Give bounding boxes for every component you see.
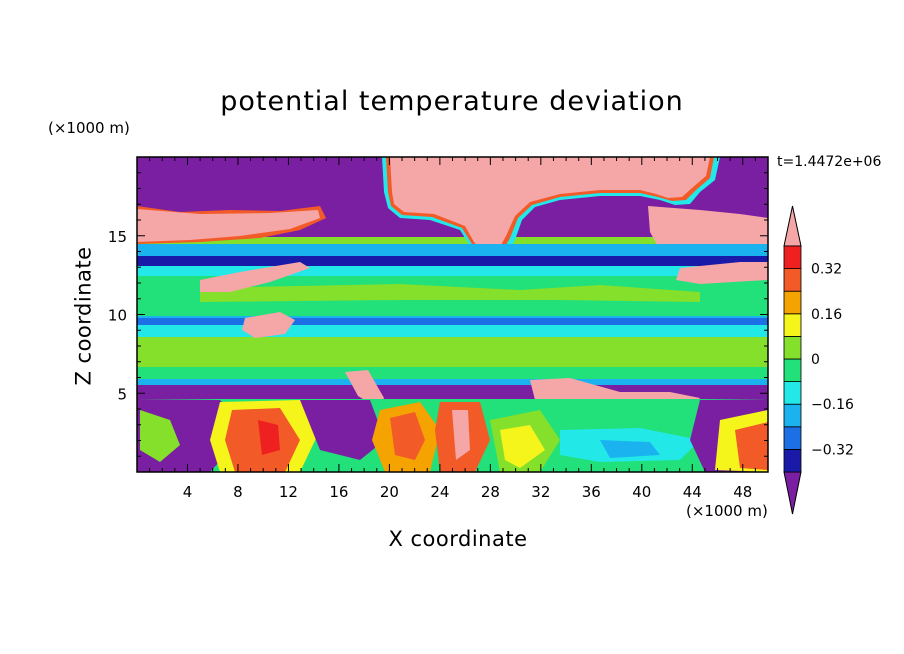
pink-plume-x19 <box>345 370 384 408</box>
cyan-band-mid <box>137 325 768 337</box>
green-band-lower-edge <box>137 367 768 379</box>
x-tick-label: 4 <box>183 483 193 501</box>
time-label: t=1.4472e+06 <box>777 154 882 170</box>
cyan-band-2 <box>137 266 768 276</box>
bottom-pink-3 <box>452 410 470 460</box>
y-axis-unit: (×1000 m) <box>48 119 130 137</box>
x-tick-label: 36 <box>582 483 601 501</box>
colorbar-tick-label: −0.16 <box>811 397 854 413</box>
x-tick-label: 48 <box>733 483 752 501</box>
cyan-band-1 <box>137 244 768 258</box>
x-tick-label: 12 <box>279 483 298 501</box>
colorbar: 0.32 0.16 0 −0.16 −0.32 <box>783 205 854 515</box>
bottom-yellow-4 <box>500 425 545 468</box>
bottom-purple-mid <box>300 400 385 460</box>
colorbar-band <box>783 335 802 360</box>
x-axis-label: X coordinate <box>388 527 528 551</box>
x-axis: 4 8 12 16 20 24 28 32 36 40 44 48 <box>149 157 756 501</box>
y-tick-label: 5 <box>117 385 127 403</box>
pink-patch-mid <box>242 312 295 338</box>
bottom-green-left <box>140 410 180 462</box>
colorbar-band <box>783 381 802 405</box>
chart-title: potential temperature deviation <box>220 86 684 117</box>
pink-patch-left <box>200 262 310 292</box>
x-tick-label: 8 <box>233 483 243 501</box>
cyan-band-lower <box>137 379 768 387</box>
x-tick-label: 32 <box>531 483 550 501</box>
x-tick-label: 28 <box>481 483 500 501</box>
blue-band-mid <box>137 318 768 325</box>
colorbar-band <box>783 426 802 450</box>
x-axis-unit: (×1000 m) <box>686 502 768 520</box>
colorbar-band <box>783 403 802 428</box>
colorbar-band <box>783 245 802 270</box>
bottom-red-right <box>735 422 768 470</box>
colorbar-tick-label: 0.32 <box>811 262 842 278</box>
central-pink-blob <box>390 157 710 256</box>
x-tick-label: 24 <box>430 483 449 501</box>
bottom-blue-5 <box>600 440 660 458</box>
upper-left-pink-band <box>137 209 320 242</box>
colorbar-band <box>783 268 802 292</box>
colorbar-band <box>783 358 802 383</box>
colorbar-tick-label: −0.32 <box>811 442 854 458</box>
colorbar-upper-extension <box>783 205 802 247</box>
x-tick-label: 20 <box>380 483 399 501</box>
y-axis: 5 10 15 <box>108 172 768 457</box>
colorbar-band <box>783 448 802 473</box>
colorbar-tick-label: 0 <box>811 352 820 368</box>
green-band-lower <box>137 337 768 367</box>
x-tick-label: 16 <box>329 483 348 501</box>
upper-right-pink-blob <box>648 206 768 256</box>
pink-patch-right <box>676 262 768 284</box>
contour-field <box>137 157 768 472</box>
light-green-patch-upper <box>200 284 700 302</box>
colorbar-tick-label: 0.16 <box>811 307 842 323</box>
colorbar-band <box>783 290 802 315</box>
bottom-red-2 <box>390 412 425 460</box>
colorbar-lower-extension <box>783 471 802 515</box>
y-tick-label: 10 <box>108 307 127 325</box>
dark-blue-band-1 <box>137 256 768 266</box>
x-tick-label: 40 <box>632 483 651 501</box>
x-tick-label: 44 <box>683 483 702 501</box>
colorbar-band <box>783 313 802 337</box>
bottom-deep-red-1 <box>258 420 280 455</box>
y-tick-label: 15 <box>108 228 127 246</box>
